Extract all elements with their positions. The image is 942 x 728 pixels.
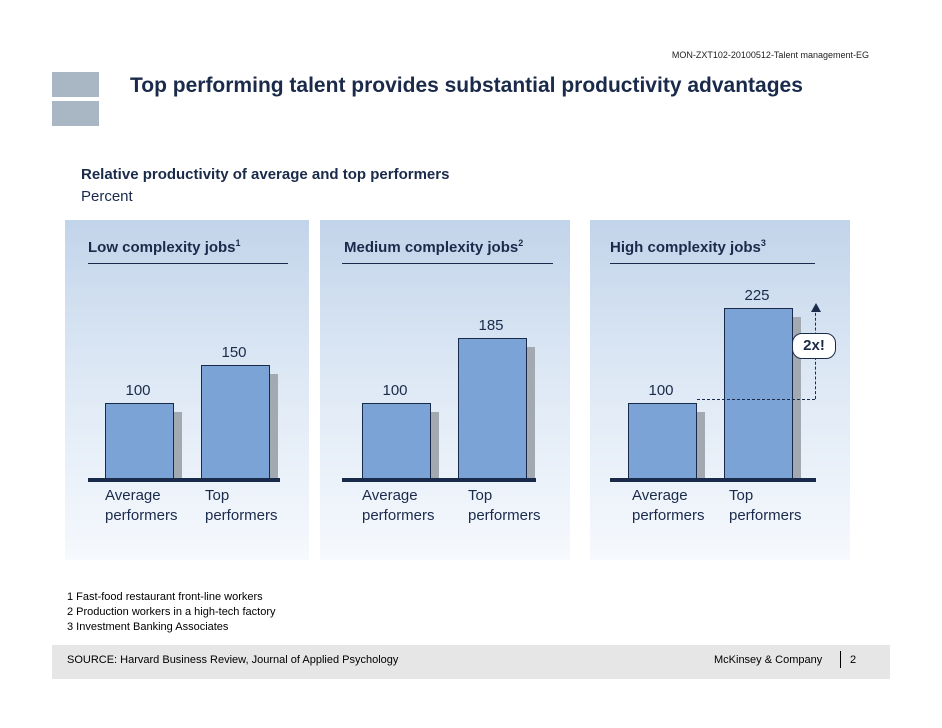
bar-top-performers: [724, 308, 793, 479]
bar-value-label: 100: [382, 382, 408, 399]
company-name: McKinsey & Company: [714, 654, 823, 666]
chart-panel: [590, 220, 850, 560]
annotation-dashed-line-horizontal: [697, 399, 815, 400]
category-label-top: Top performers: [729, 486, 839, 526]
category-label-average: Average performers: [362, 486, 472, 526]
panel-title-text: High complexity jobs: [610, 239, 761, 256]
panel-title-text: Medium complexity jobs: [344, 239, 519, 256]
annotation-arrow-icon: [811, 303, 821, 312]
panel-title-footnote: 3: [760, 238, 766, 248]
category-label-line: performers: [362, 507, 435, 524]
category-label-line: performers: [468, 507, 541, 524]
title-decoration-top: [52, 72, 99, 97]
bar-top-performers: [201, 365, 270, 479]
panel-title: Medium complexity jobs2: [344, 238, 523, 256]
bar-average-performers: [362, 403, 431, 479]
document-id: MON-ZXT102-20100512-Talent management-EG: [671, 50, 869, 60]
annotation-callout: 2x!: [792, 333, 836, 359]
bar-value-label: 185: [478, 317, 504, 334]
footnote-2: 2 Production workers in a high-tech fact…: [67, 606, 276, 618]
panel-title: Low complexity jobs1: [88, 238, 241, 256]
chart-unit: Percent: [81, 188, 133, 205]
panel-title-rule: [610, 263, 815, 264]
page-number: 2: [850, 654, 857, 666]
category-label-line: Top: [729, 487, 754, 504]
category-label-top: Top performers: [468, 486, 578, 526]
chart-baseline: [88, 478, 280, 482]
bar-value-label: 100: [648, 382, 674, 399]
footer-separator: [840, 651, 841, 668]
category-label-line: performers: [729, 507, 802, 524]
category-label-line: Average: [362, 487, 418, 504]
bar-top-performers: [458, 338, 527, 479]
bar-average-performers: [628, 403, 697, 479]
footnote-1: 1 Fast-food restaurant front-line worker…: [67, 591, 263, 603]
slide-title: Top performing talent provides substanti…: [130, 74, 803, 97]
source-text: SOURCE: Harvard Business Review, Journal…: [67, 654, 399, 666]
category-label-line: Top: [205, 487, 230, 504]
panel-title-rule: [342, 263, 553, 264]
category-label-line: Average: [105, 487, 161, 504]
footnote-3: 3 Investment Banking Associates: [67, 621, 229, 633]
category-label-line: performers: [205, 507, 278, 524]
panel-title: High complexity jobs3: [610, 238, 766, 256]
category-label-line: performers: [105, 507, 178, 524]
panel-title-footnote: 1: [235, 238, 241, 248]
panel-title-rule: [88, 263, 288, 264]
bar-value-label: 150: [221, 344, 247, 361]
category-label-line: Average: [632, 487, 688, 504]
category-label-line: Top: [468, 487, 493, 504]
chart-baseline: [610, 478, 816, 482]
chart-subtitle: Relative productivity of average and top…: [81, 166, 450, 183]
category-label-line: performers: [632, 507, 705, 524]
category-label-average: Average performers: [632, 486, 742, 526]
category-label-average: Average performers: [105, 486, 215, 526]
bar-value-label: 225: [744, 287, 770, 304]
chart-baseline: [342, 478, 536, 482]
bar-average-performers: [105, 403, 174, 479]
source-bar: [52, 645, 890, 679]
category-label-top: Top performers: [205, 486, 315, 526]
title-decoration-bottom: [52, 101, 99, 126]
panel-title-text: Low complexity jobs: [88, 239, 236, 256]
bar-value-label: 100: [125, 382, 151, 399]
panel-title-footnote: 2: [518, 238, 524, 248]
